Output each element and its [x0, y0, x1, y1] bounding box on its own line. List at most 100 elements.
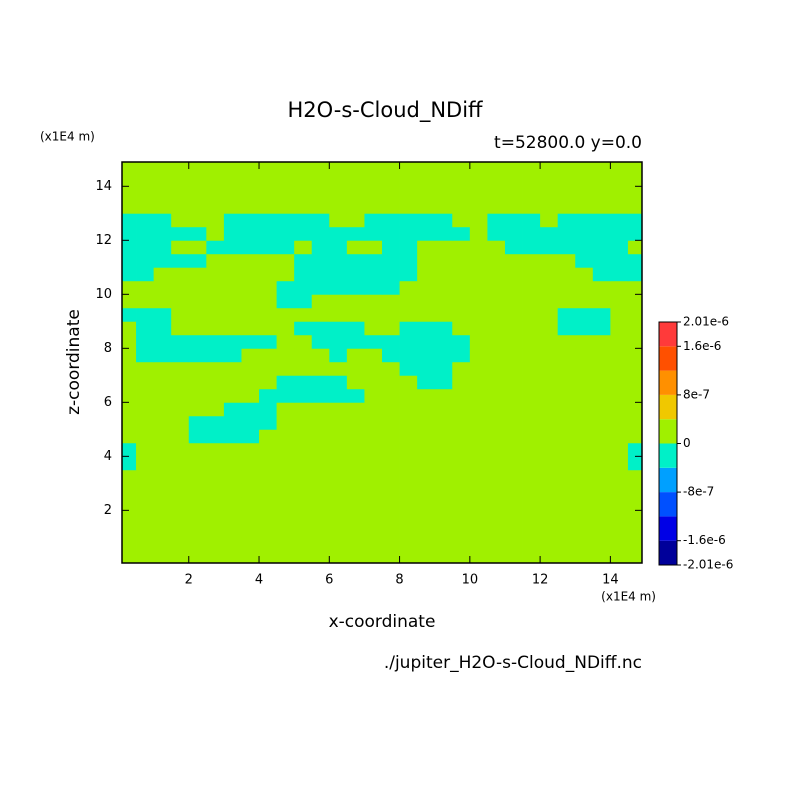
contour-cell: [399, 321, 418, 336]
contour-cell: [540, 429, 559, 444]
contour-cell: [153, 240, 172, 255]
contour-cell: [259, 415, 277, 430]
contour-cell: [206, 280, 225, 295]
contour-cell: [434, 375, 453, 390]
contour-cell: [311, 483, 330, 498]
contour-cell: [417, 334, 436, 349]
contour-cell: [487, 199, 506, 214]
contour-cell: [504, 280, 523, 295]
contour-cell: [206, 334, 225, 349]
contour-cell: [540, 172, 559, 187]
contour-cell: [434, 253, 453, 268]
contour-cell: [610, 348, 629, 363]
contour-cell: [276, 213, 295, 228]
contour-cell: [188, 226, 207, 241]
contour-cell: [311, 375, 330, 390]
contour-cell: [241, 226, 260, 241]
contour-cell: [294, 199, 313, 214]
contour-cell: [592, 348, 611, 363]
contour-cell: [223, 469, 242, 484]
contour-cell: [276, 510, 295, 525]
contour-cell: [469, 402, 488, 417]
contour-cell: [452, 388, 471, 403]
contour-cell: [575, 321, 594, 336]
contour-cell: [557, 334, 576, 349]
contour-cell: [346, 348, 365, 363]
contour-cell: [259, 213, 277, 228]
contour-cell: [136, 186, 155, 201]
contour-cell: [122, 240, 137, 255]
contour-cell: [399, 226, 418, 241]
contour-cell: [469, 334, 488, 349]
contour-cell: [171, 429, 190, 444]
contour-cell: [469, 172, 488, 187]
contour-cell: [522, 253, 541, 268]
contour-cell: [382, 280, 400, 295]
contour-cell: [504, 388, 523, 403]
contour-cell: [171, 483, 190, 498]
contour-cell: [399, 402, 418, 417]
contour-cell: [399, 172, 418, 187]
contour-cell: [399, 442, 418, 457]
contour-cell: [417, 388, 436, 403]
contour-cell: [311, 172, 330, 187]
contour-cell: [452, 172, 471, 187]
contour-cell: [592, 483, 611, 498]
contour-cell: [171, 375, 190, 390]
contour-cell: [522, 442, 541, 457]
contour-cell: [452, 267, 471, 282]
contour-cell: [329, 550, 348, 563]
contour-cell: [627, 280, 642, 295]
contour-cell: [592, 321, 611, 336]
contour-cell: [382, 172, 400, 187]
contour-cell: [592, 510, 611, 525]
contour-cell: [540, 388, 559, 403]
contour-cell: [504, 186, 523, 201]
contour-cell: [122, 442, 137, 457]
contour-cell: [329, 442, 348, 457]
contour-cell: [575, 388, 594, 403]
contour-cell: [206, 361, 225, 376]
contour-cell: [487, 334, 506, 349]
contour-cell: [610, 537, 629, 552]
contour-cell: [153, 321, 172, 336]
contour-cell: [610, 456, 629, 471]
contour-cell: [522, 415, 541, 430]
contour-cell: [417, 267, 436, 282]
contour-cell: [417, 415, 436, 430]
contour-cell: [241, 415, 260, 430]
contour-cell: [122, 537, 137, 552]
contour-cell: [382, 456, 400, 471]
contour-cell: [452, 348, 471, 363]
contour-cell: [434, 429, 453, 444]
contour-cell: [417, 375, 436, 390]
contour-cell: [122, 496, 137, 511]
contour-cell: [540, 523, 559, 538]
contour-cell: [504, 240, 523, 255]
contour-cell: [469, 267, 488, 282]
contour-cell: [188, 442, 207, 457]
contour-cell: [487, 267, 506, 282]
contour-cell: [557, 253, 576, 268]
colorbar-tick-label: 2.01e-6: [683, 315, 729, 329]
contour-cell: [206, 442, 225, 457]
contour-cell: [206, 226, 225, 241]
contour-cell: [329, 162, 348, 174]
contour-cell: [452, 442, 471, 457]
contour-cell: [434, 415, 453, 430]
contour-cell: [188, 523, 207, 538]
contour-cell: [294, 402, 313, 417]
contour-cell: [153, 307, 172, 322]
contour-cell: [540, 375, 559, 390]
contour-cell: [171, 550, 190, 563]
contour-cell: [610, 240, 629, 255]
contour-cell: [610, 483, 629, 498]
contour-cell: [223, 510, 242, 525]
contour-cell: [188, 307, 207, 322]
contour-cell: [122, 253, 137, 268]
contour-cell: [241, 523, 260, 538]
contour-cell: [627, 253, 642, 268]
contour-cell: [575, 267, 594, 282]
contour-cell: [557, 402, 576, 417]
contour-cell: [627, 213, 642, 228]
